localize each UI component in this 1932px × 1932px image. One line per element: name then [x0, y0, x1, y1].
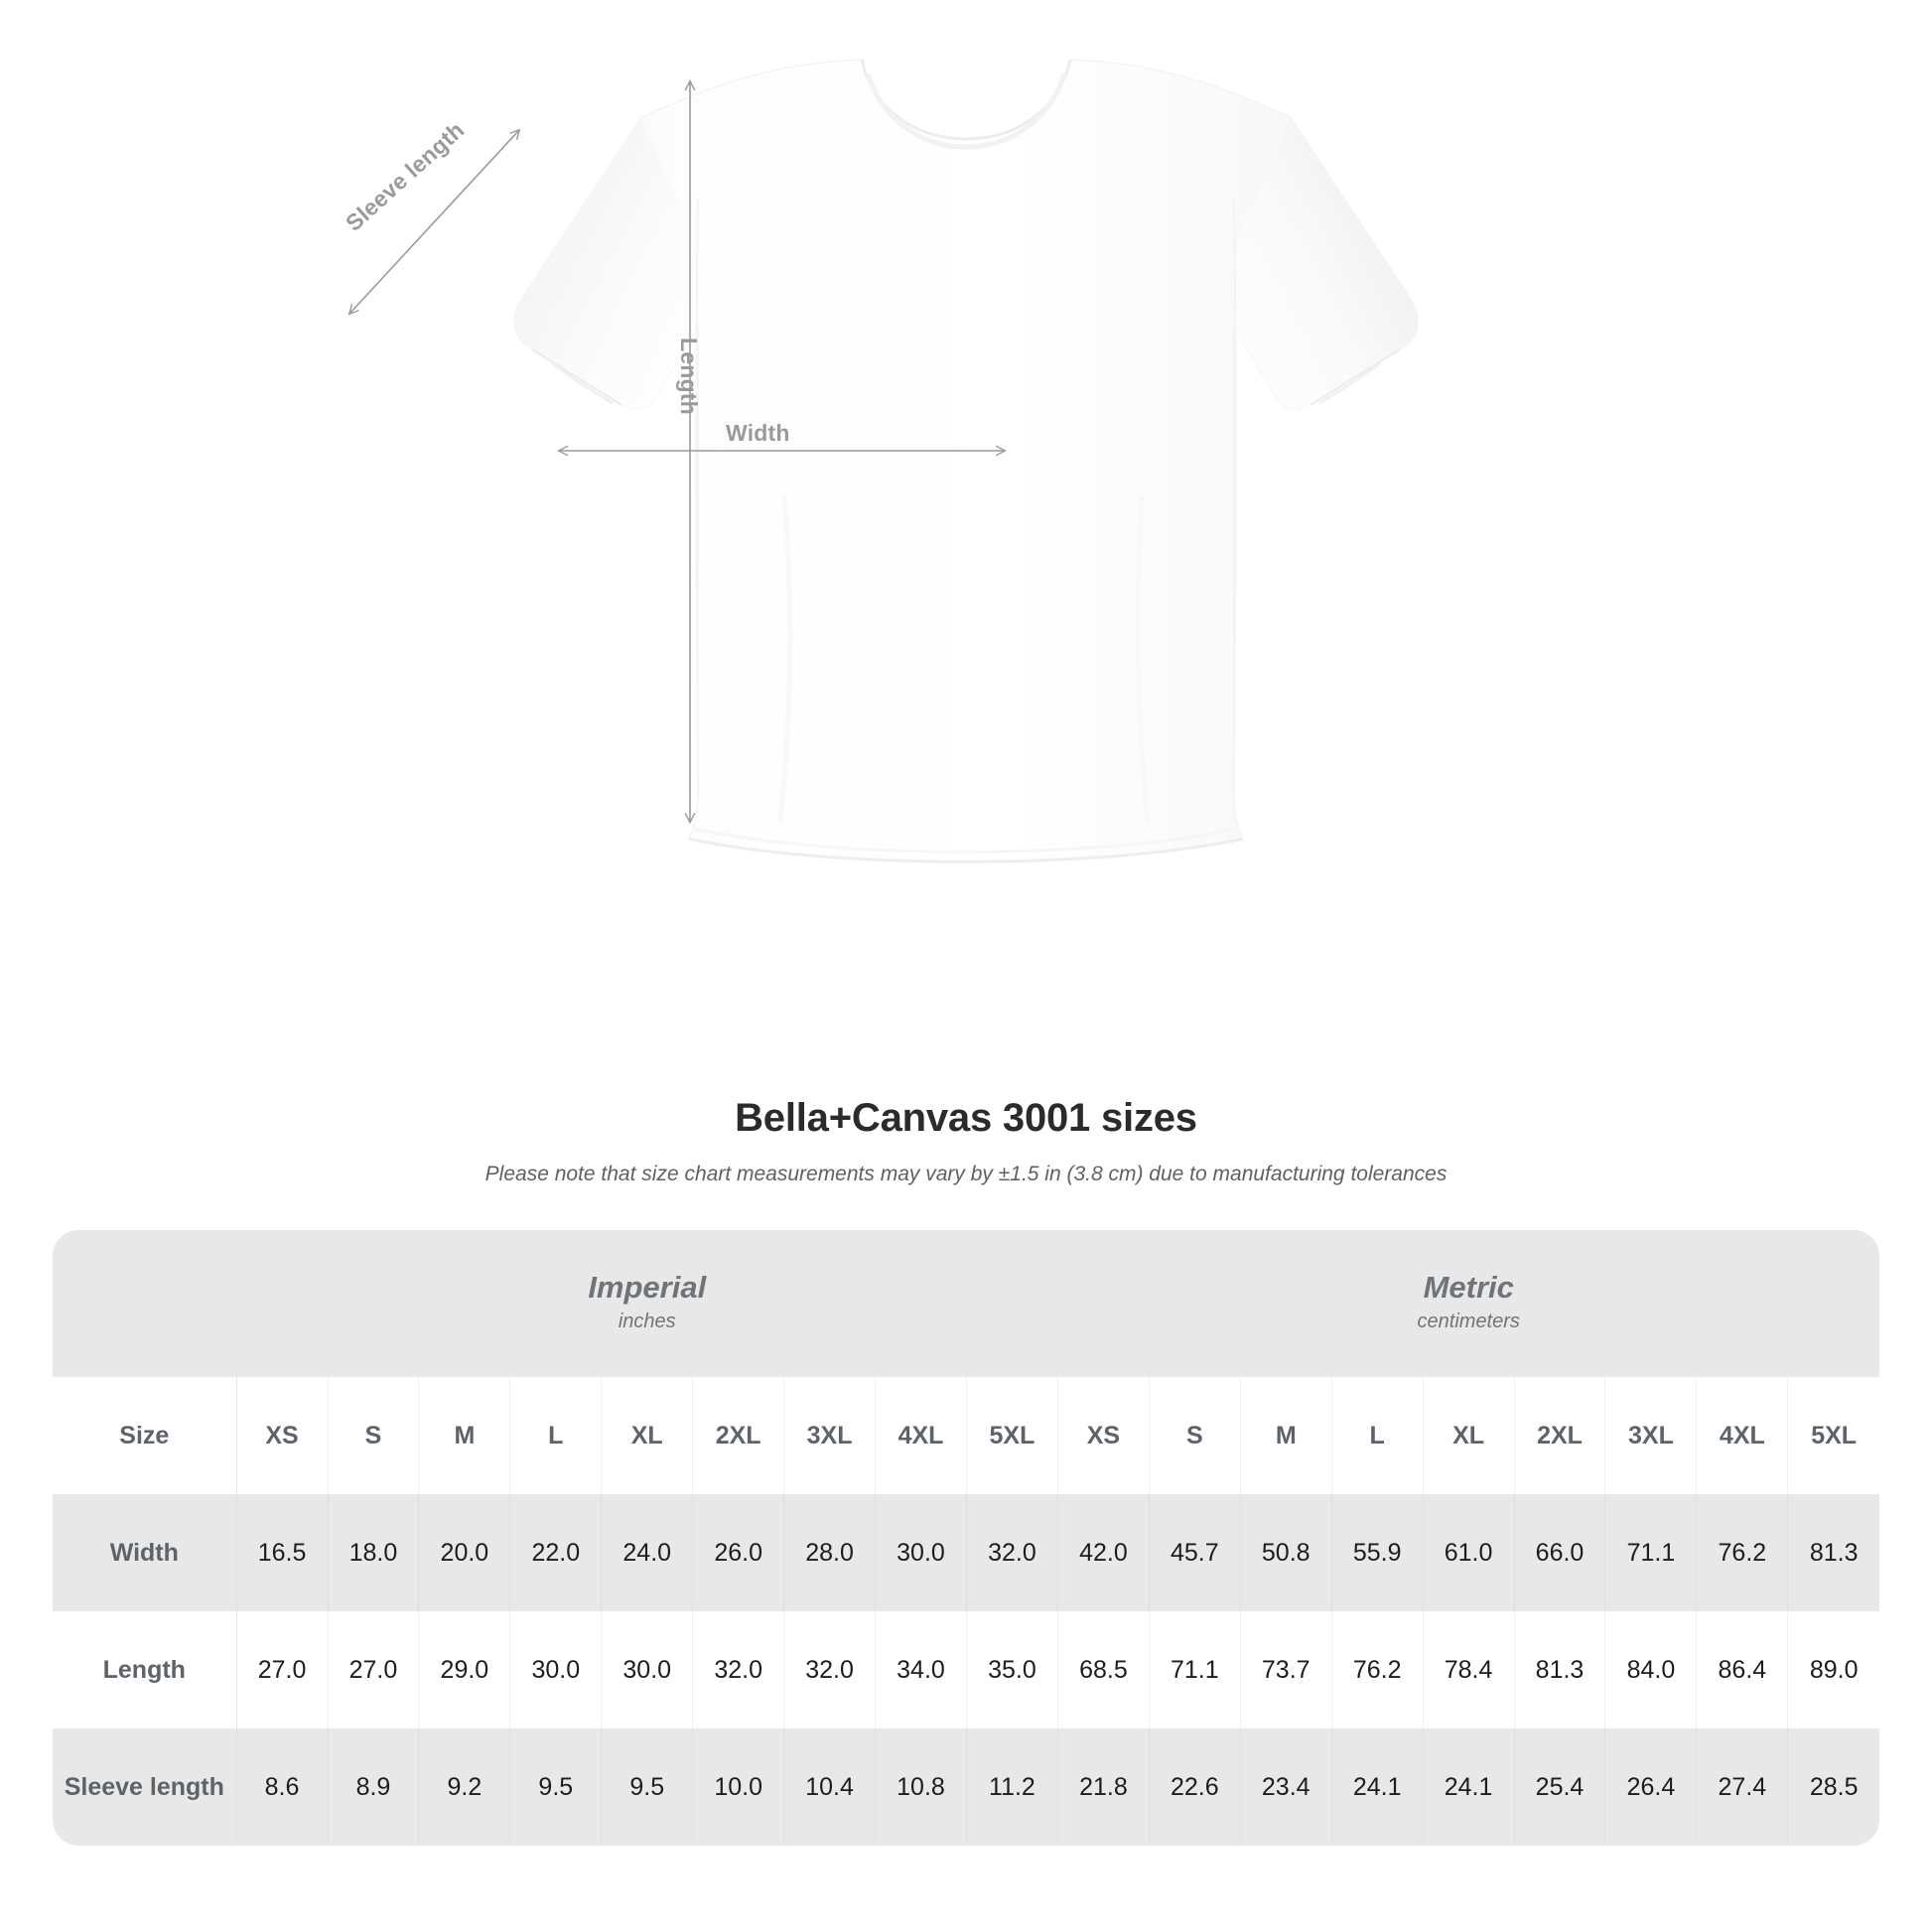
size-column-header: XS — [236, 1377, 329, 1495]
measurement-cell: 30.0 — [509, 1611, 603, 1729]
page-title: Bella+Canvas 3001 sizes — [735, 1096, 1197, 1140]
measurement-cell: 76.2 — [1696, 1494, 1789, 1612]
unit-group-imperial: Imperial inches — [236, 1230, 1058, 1378]
measurement-cell: 24.1 — [1423, 1728, 1515, 1847]
size-column-header: L — [509, 1377, 603, 1495]
table-row: Length 27.0 27.0 29.0 30.0 30.0 32.0 32.0 34.0 35… — [53, 1611, 1879, 1729]
measurement-cell: 78.4 — [1423, 1611, 1515, 1729]
measurement-cell: 8.9 — [328, 1728, 420, 1847]
measurement-cell: 81.3 — [1787, 1494, 1879, 1612]
measurement-cell: 66.0 — [1514, 1494, 1606, 1612]
measurement-cell: 73.7 — [1240, 1611, 1332, 1729]
size-header-label: Size — [53, 1377, 237, 1495]
measurement-cell: 68.5 — [1057, 1611, 1150, 1729]
measurement-cell: 25.4 — [1514, 1728, 1606, 1847]
measurement-cell: 20.0 — [418, 1494, 511, 1612]
size-column-header: 4XL — [875, 1377, 967, 1495]
unit-group-name: Metric — [1423, 1270, 1514, 1306]
size-column-header: M — [418, 1377, 511, 1495]
measurement-cell: 16.5 — [236, 1494, 329, 1612]
size-chart-table: Imperial inches Metric centimeters Size XS S M L… — [53, 1230, 1879, 1847]
measurement-cell: 32.0 — [783, 1611, 877, 1729]
sleeve-length-dimension-arrow — [349, 130, 519, 314]
measurement-cell: 42.0 — [1057, 1494, 1150, 1612]
width-label: Width — [726, 420, 790, 446]
length-label: Length — [676, 338, 702, 415]
measurement-cell: 71.1 — [1604, 1494, 1698, 1612]
unit-group-metric: Metric centimeters — [1057, 1230, 1879, 1378]
measurement-cell: 10.4 — [783, 1728, 877, 1847]
measurement-cell: 9.2 — [418, 1728, 511, 1847]
measurement-cell: 34.0 — [875, 1611, 967, 1729]
unit-row-spacer — [53, 1230, 237, 1378]
measurement-cell: 22.0 — [509, 1494, 603, 1612]
row-header-width: Width — [53, 1494, 237, 1612]
title-block: Bella+Canvas 3001 sizes Please note that… — [0, 1096, 1932, 1186]
row-header-length: Length — [53, 1611, 237, 1729]
measurement-cell: 10.8 — [875, 1728, 967, 1847]
measurement-cell: 50.8 — [1240, 1494, 1332, 1612]
unit-group-name: Imperial — [588, 1270, 707, 1306]
measurement-cell: 84.0 — [1604, 1611, 1698, 1729]
measurement-cell: 24.0 — [601, 1494, 694, 1612]
measurement-cell: 11.2 — [966, 1728, 1058, 1847]
tshirt-diagram: Sleeve length Length Width — [0, 59, 1419, 864]
size-column-header: XS — [1057, 1377, 1150, 1495]
shirt-shape — [513, 59, 1419, 864]
measurement-cell: 61.0 — [1423, 1494, 1515, 1612]
size-column-header: 2XL — [1514, 1377, 1606, 1495]
measurement-cell: 76.2 — [1331, 1611, 1424, 1729]
measurement-cell: 28.5 — [1787, 1728, 1879, 1847]
size-column-header: 2XL — [692, 1377, 785, 1495]
unit-group-unit: centimeters — [1417, 1311, 1520, 1332]
measurement-cell: 10.0 — [692, 1728, 785, 1847]
measurement-cell: 45.7 — [1149, 1494, 1241, 1612]
unit-group-unit: inches — [618, 1311, 676, 1332]
tolerance-note: Please note that size chart measurements… — [484, 1163, 1448, 1185]
size-column-header: S — [1149, 1377, 1241, 1495]
measurement-cell: 86.4 — [1696, 1611, 1789, 1729]
size-column-header: 3XL — [1604, 1377, 1698, 1495]
measurement-cell: 24.1 — [1331, 1728, 1424, 1847]
measurement-cell: 27.0 — [328, 1611, 420, 1729]
measurement-cell: 30.0 — [875, 1494, 967, 1612]
measurement-cell: 26.0 — [692, 1494, 785, 1612]
measurement-cell: 21.8 — [1057, 1728, 1150, 1847]
measurement-cell: 71.1 — [1149, 1611, 1241, 1729]
measurement-cell: 30.0 — [601, 1611, 694, 1729]
measurement-cell: 55.9 — [1331, 1494, 1424, 1612]
size-column-header: M — [1240, 1377, 1332, 1495]
unit-group-row: Imperial inches Metric centimeters — [53, 1230, 1879, 1378]
measurement-cell: 18.0 — [328, 1494, 420, 1612]
row-header-sleeve-length: Sleeve length — [53, 1728, 237, 1847]
measurement-cell: 28.0 — [783, 1494, 877, 1612]
size-column-header: S — [328, 1377, 420, 1495]
measurement-cell: 35.0 — [966, 1611, 1058, 1729]
measurement-cell: 8.6 — [236, 1728, 329, 1847]
measurement-cell: 22.6 — [1149, 1728, 1241, 1847]
size-column-header: XL — [601, 1377, 694, 1495]
size-column-header: 4XL — [1696, 1377, 1789, 1495]
measurement-cell: 29.0 — [418, 1611, 511, 1729]
measurement-cell: 89.0 — [1787, 1611, 1879, 1729]
measurement-cell: 9.5 — [509, 1728, 603, 1847]
table-row: Width 16.5 18.0 20.0 22.0 24.0 26.0 28.0 30.0 32.… — [53, 1494, 1879, 1612]
measurement-cell: 26.4 — [1604, 1728, 1698, 1847]
size-column-header: 3XL — [783, 1377, 877, 1495]
measurement-cell: 27.0 — [236, 1611, 329, 1729]
measurement-cell: 81.3 — [1514, 1611, 1606, 1729]
measurement-cell: 23.4 — [1240, 1728, 1332, 1847]
measurement-cell: 32.0 — [692, 1611, 785, 1729]
measurement-cell: 9.5 — [601, 1728, 694, 1847]
measurement-cell: 32.0 — [966, 1494, 1058, 1612]
size-header-row: Size XS S M L XL 2XL 3XL 4XL 5XL XS S M L XL 2XL 3XL 4XL 5… — [53, 1377, 1879, 1495]
measurement-cell: 27.4 — [1696, 1728, 1789, 1847]
size-column-header: L — [1331, 1377, 1424, 1495]
size-column-header: 5XL — [1787, 1377, 1879, 1495]
tshirt-illustration — [0, 59, 1419, 864]
size-column-header: XL — [1423, 1377, 1515, 1495]
size-column-header: 5XL — [966, 1377, 1058, 1495]
table-row: Sleeve length 8.6 8.9 9.2 9.5 9.5 10.0 10.4 10.8… — [53, 1728, 1879, 1847]
